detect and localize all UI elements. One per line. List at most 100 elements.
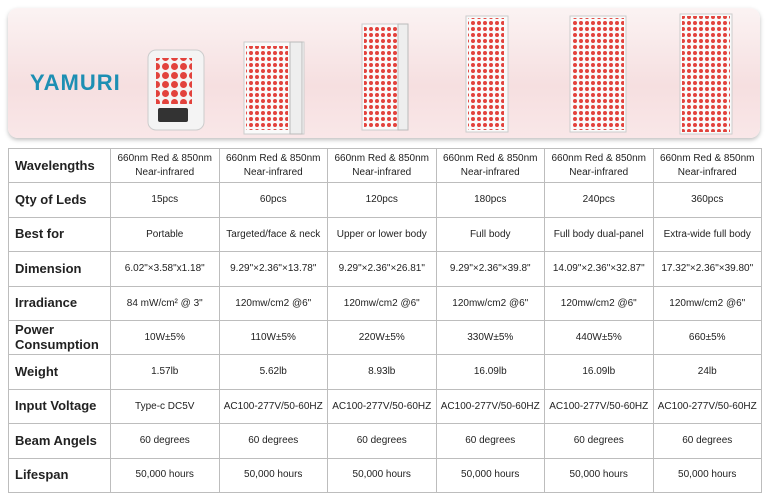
value-cell: 60 degrees — [544, 423, 654, 459]
value-cell: 84 mW/cm² @ 3" — [110, 285, 220, 321]
table-row: Lifespan 50,000 hours 50,000 hours 50,000 h… — [8, 457, 762, 493]
value-cell: 660nm Red & 850nm Near-infrared — [110, 147, 220, 184]
cell-text: 60 degrees — [465, 435, 516, 447]
cell-text: AC100-277V/50-60HZ — [440, 400, 540, 412]
value-cell: 50,000 hours — [110, 457, 220, 493]
value-cell: 120mw/cm2 @6" — [327, 285, 437, 321]
cell-text: 120mw/cm2 @6" — [560, 297, 637, 309]
cell-text: 360pcs — [691, 194, 724, 206]
cell-text: 60 degrees — [573, 435, 624, 447]
cell-text: 180pcs — [474, 194, 507, 206]
cell-text: 60 degrees — [139, 435, 190, 447]
cell-text: 60pcs — [259, 194, 287, 206]
table-row: Beam Angels 60 degrees 60 degrees 60 degree… — [8, 423, 762, 459]
row-label: Lifespan — [15, 467, 69, 483]
cell-text: 660±5% — [688, 331, 726, 343]
cell-text: 50,000 hours — [352, 469, 411, 481]
cell-text: Upper or lower body — [336, 228, 427, 240]
row-label: Beam Angels — [15, 432, 97, 448]
cell-text: 5.62lb — [259, 366, 287, 378]
value-cell: AC100-277V/50-60HZ — [652, 388, 762, 425]
product-2 — [243, 41, 305, 135]
cell-text: 660nm Red & 850nm Near-infrared — [551, 153, 646, 178]
cell-text: 10W±5% — [144, 331, 185, 343]
value-cell: 60 degrees — [110, 423, 220, 459]
cell-text: 50,000 hours — [569, 469, 628, 481]
value-cell: Targeted/face & neck — [218, 216, 328, 253]
cell-text: 9.29"×2.36"×13.78" — [230, 263, 317, 275]
row-label-cell: Lifespan — [8, 457, 111, 493]
cell-text: 660nm Red & 850nm Near-infrared — [117, 153, 212, 178]
value-cell: 5.62lb — [218, 354, 328, 390]
value-cell: 660nm Red & 850nm Near-infrared — [652, 147, 762, 184]
row-label: Qty of Leds — [15, 191, 87, 207]
row-label-cell: Irradiance — [8, 285, 111, 321]
cell-text: Full body — [469, 228, 511, 240]
cell-text: AC100-277V/50-60HZ — [223, 400, 323, 412]
table-row: Best for Portable Targeted/face & neck Uppe… — [8, 216, 762, 253]
row-label-cell: Best for — [8, 216, 111, 253]
value-cell: 60pcs — [218, 182, 328, 218]
table-body: Wavelengths 660nm Red & 850nm Near-infrar… — [8, 147, 762, 493]
cell-text: 50,000 hours — [461, 469, 520, 481]
cell-text: AC100-277V/50-60HZ — [549, 400, 649, 412]
cell-text: 60 degrees — [248, 435, 299, 447]
row-label: Dimension — [15, 260, 82, 276]
value-cell: 24lb — [652, 354, 762, 390]
value-cell: 330W±5% — [435, 319, 545, 356]
cell-text: 16.09lb — [582, 366, 616, 378]
table-row: Power Consumption 10W±5% 110W±5% 220W±5% 330… — [8, 319, 762, 356]
product-1 — [147, 49, 205, 131]
cell-text: 240pcs — [582, 194, 615, 206]
cell-text: 84 mW/cm² @ 3" — [126, 297, 203, 309]
value-cell: AC100-277V/50-60HZ — [218, 388, 328, 425]
cell-text: 6.02"×3.58"x1.18" — [124, 263, 205, 275]
product-5 — [569, 15, 627, 133]
value-cell: 14.09"×2.36"×32.87" — [544, 251, 654, 287]
cell-text: 50,000 hours — [135, 469, 194, 481]
table-row: Weight 1.57lb 5.62lb 8.93lb 16.09lb 16.09lb 24… — [8, 354, 762, 390]
cell-text: 14.09"×2.36"×32.87" — [552, 263, 645, 275]
value-cell: 660nm Red & 850nm Near-infrared — [435, 147, 545, 184]
cell-text: 60 degrees — [682, 435, 733, 447]
spec-table: Wavelengths 660nm Red & 850nm Near-infrar… — [8, 147, 762, 493]
cell-text: 60 degrees — [356, 435, 407, 447]
cell-text: AC100-277V/50-60HZ — [657, 400, 757, 412]
cell-text: 16.09lb — [473, 366, 507, 378]
value-cell: 660±5% — [652, 319, 762, 356]
value-cell: 9.29"×2.36"×13.78" — [218, 251, 328, 287]
table-row: Input Voltage Type-c DC5V AC100-277V/50-60… — [8, 388, 762, 425]
value-cell: 660nm Red & 850nm Near-infrared — [218, 147, 328, 184]
banner: YAMURI — [8, 8, 760, 138]
value-cell: 120mw/cm2 @6" — [544, 285, 654, 321]
table-row: Wavelengths 660nm Red & 850nm Near-infrar… — [8, 147, 762, 184]
cell-text: Targeted/face & neck — [226, 228, 321, 240]
value-cell: AC100-277V/50-60HZ — [544, 388, 654, 425]
value-cell: 10W±5% — [110, 319, 220, 356]
cell-text: 50,000 hours — [678, 469, 737, 481]
cell-text: Type-c DC5V — [135, 400, 195, 412]
cell-text: 330W±5% — [467, 331, 514, 343]
value-cell: 120pcs — [327, 182, 437, 218]
cell-text: 110W±5% — [250, 331, 296, 343]
value-cell: 120mw/cm2 @6" — [652, 285, 762, 321]
cell-text: 120mw/cm2 @6" — [669, 297, 746, 309]
value-cell: 660nm Red & 850nm Near-infrared — [544, 147, 654, 184]
cell-text: Full body dual-panel — [553, 228, 644, 240]
row-label-cell: Weight — [8, 354, 111, 390]
value-cell: 9.29"×2.36"×26.81" — [327, 251, 437, 287]
value-cell: Full body dual-panel — [544, 216, 654, 253]
value-cell: 360pcs — [652, 182, 762, 218]
row-label: Wavelengths — [15, 157, 95, 173]
cell-text: AC100-277V/50-60HZ — [332, 400, 432, 412]
value-cell: 60 degrees — [218, 423, 328, 459]
row-label-cell: Qty of Leds — [8, 182, 111, 218]
value-cell: 16.09lb — [435, 354, 545, 390]
value-cell: Type-c DC5V — [110, 388, 220, 425]
cell-text: 15pcs — [151, 194, 179, 206]
table-row: Qty of Leds 15pcs 60pcs 120pcs 180pcs 240pcs 3… — [8, 182, 762, 218]
row-label-cell: Input Voltage — [8, 388, 111, 425]
row-label: Power Consumption — [15, 322, 99, 352]
cell-text: 1.57lb — [151, 366, 179, 378]
